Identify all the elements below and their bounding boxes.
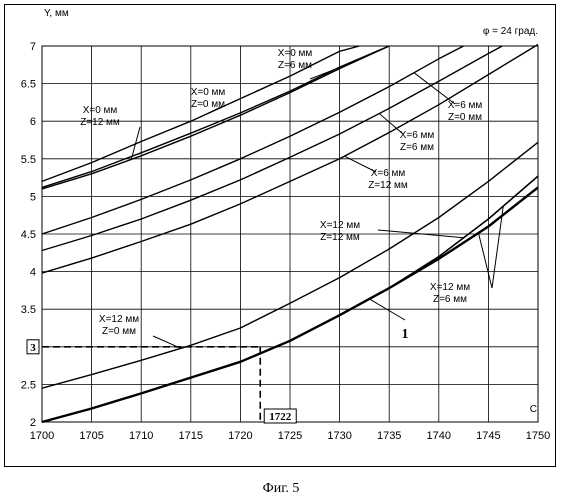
curve-label-5-z: Z=12 мм	[368, 180, 408, 191]
y-tick-label: 2	[30, 417, 36, 429]
y-tick-label: 5.5	[21, 154, 36, 166]
curve-label-7-z: Z=0 мм	[102, 326, 136, 337]
curve-label-6-x: X=12 мм	[320, 220, 360, 231]
curve-label-5-x: X=6 мм	[371, 168, 406, 179]
curve-label-0-z: Z=0 мм	[191, 99, 225, 110]
x-tick-label: 1725	[278, 430, 302, 442]
y-tick-label: 4.5	[21, 229, 36, 241]
y-tick-label: 6	[30, 116, 36, 128]
curve-label-2-z: Z=12 мм	[80, 117, 120, 128]
x-tick-label: 1745	[476, 430, 500, 442]
curve-label-3-z: Z=0 мм	[448, 112, 482, 123]
y-tick-label: 7	[30, 41, 36, 53]
x-tick-label: 1715	[179, 430, 203, 442]
curve-label-4-x: X=6 мм	[400, 130, 435, 141]
x-axis-label: C	[530, 404, 537, 415]
x-tick-labels: 1700 1705 1710 1715 1720 1725 1730 1735 1740 1745…	[30, 430, 550, 442]
reference-y-label: 3	[30, 342, 36, 354]
curve-label-8-z: Z=6 мм	[433, 294, 467, 305]
x-tick-label: 1705	[79, 430, 103, 442]
curve-label-1-z: Z=6 мм	[278, 60, 312, 71]
x-tick-label: 1735	[377, 430, 401, 442]
figure-caption: Фиг. 5	[263, 481, 300, 496]
y-axis-label: Y, мм	[44, 8, 69, 19]
curve-label-1-x: X=0 мм	[278, 48, 313, 59]
x-tick-label: 1710	[129, 430, 153, 442]
curve-label-2-x: X=0 мм	[83, 105, 118, 116]
y-tick-label: 2.5	[21, 379, 36, 391]
y-tick-label: 3.5	[21, 304, 36, 316]
x-tick-label: 1720	[228, 430, 252, 442]
curve-marker-label: 1	[402, 327, 409, 342]
reference-x-label: 1722	[269, 411, 292, 423]
y-tick-label: 4	[30, 267, 36, 279]
x-tick-label: 1740	[427, 430, 451, 442]
curve-label-6-z: Z=12 мм	[320, 232, 360, 243]
curve-label-0-x: X=0 мм	[191, 87, 226, 98]
curve-label-3-x: X=6 мм	[448, 100, 483, 111]
chart-title: φ = 24 град.	[483, 26, 538, 37]
x-tick-label: 1700	[30, 430, 54, 442]
leader-line-8	[478, 233, 492, 288]
leader-line-3	[414, 73, 455, 104]
y-tick-label: 6.5	[21, 79, 36, 91]
y-tick-labels: 2 2.5 3 3.5 4 4.5 5 5.5 6 6.5 7	[21, 41, 36, 429]
curve-label-7-x: X=12 мм	[99, 314, 139, 325]
y-tick-label: 5	[30, 191, 36, 203]
curve-label-8-x: X=12 мм	[430, 282, 470, 293]
x-tick-label: 1750	[526, 430, 550, 442]
x-tick-label: 1730	[327, 430, 351, 442]
curve-label-4-z: Z=6 мм	[400, 142, 434, 153]
